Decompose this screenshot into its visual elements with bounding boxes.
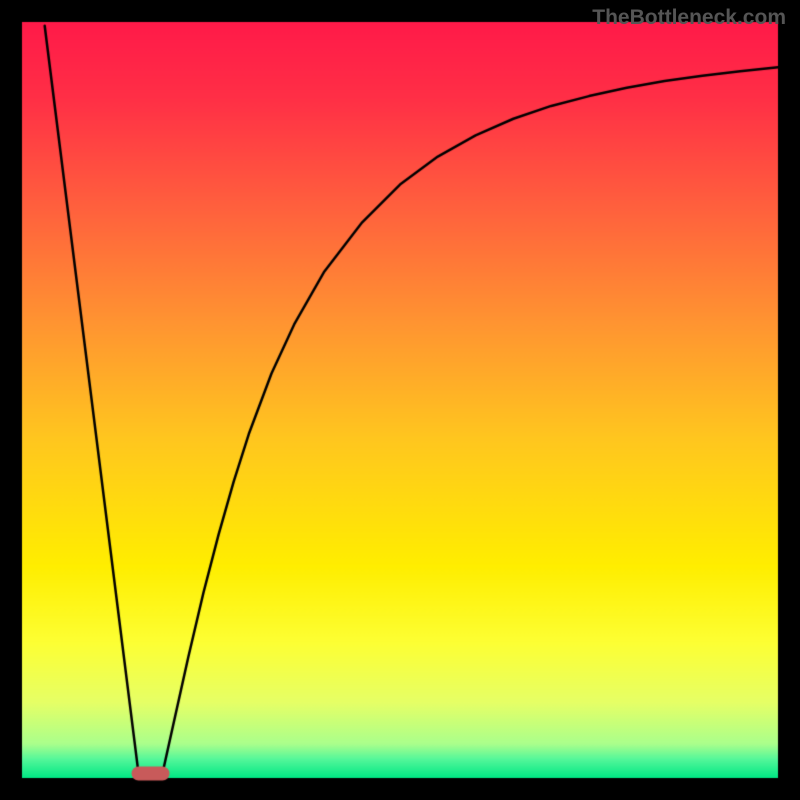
chart-container: TheBottleneck.com bbox=[0, 0, 800, 800]
attribution-label: TheBottleneck.com bbox=[592, 6, 786, 30]
bottleneck-chart bbox=[0, 0, 800, 800]
